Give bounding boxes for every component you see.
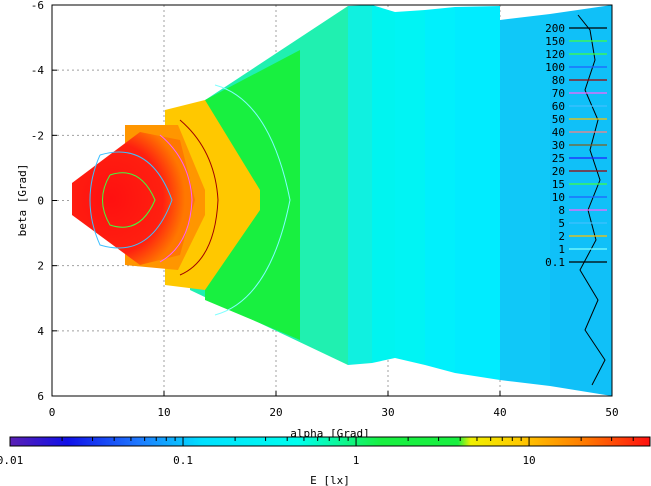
slab-36-40 [455, 6, 500, 380]
x-tick-label-10: 10 [157, 406, 170, 419]
legend-label-70: 70 [552, 87, 565, 100]
legend-label-0.1: 0.1 [545, 256, 565, 269]
legend-label-20: 20 [552, 165, 565, 178]
y-tick-label-4: 4 [37, 325, 44, 338]
y-tick-label-0: 0 [37, 195, 44, 208]
heatmap-field [72, 5, 612, 396]
legend-label-1: 1 [558, 243, 565, 256]
legend-label-8: 8 [558, 204, 565, 217]
legend-label-80: 80 [552, 74, 565, 87]
edge-trace [577, 14, 606, 386]
colorbar-ticks: 0.01 0.1 1 10 [0, 437, 651, 467]
x-tick-label-0: 0 [49, 406, 56, 419]
slab-40-44 [500, 14, 550, 386]
colorbar-tick-label-0.01: 0.01 [0, 454, 23, 467]
slab-30-34 [395, 10, 425, 365]
slab-26-28 [348, 5, 372, 365]
slab-28-30 [372, 5, 395, 363]
legend-label-5: 5 [558, 217, 565, 230]
x-tick-label-40: 40 [493, 406, 506, 419]
x-tick-label-20: 20 [269, 406, 282, 419]
legend-label-50: 50 [552, 113, 565, 126]
legend-label-2: 2 [558, 230, 565, 243]
y-axis-label: beta [Grad] [16, 164, 29, 237]
y-tick-label-6: 6 [37, 390, 44, 403]
y-tick-label--2: -2 [31, 129, 44, 142]
colorbar-label: E [lx] [310, 474, 350, 486]
legend-label-40: 40 [552, 126, 565, 139]
colorbar-tick-label-10: 10 [522, 454, 535, 467]
legend-label-10: 10 [552, 191, 565, 204]
contour-1 [214, 84, 291, 316]
contour-4 [89, 151, 173, 249]
y-tick-label--4: -4 [31, 64, 45, 77]
legend-label-150: 150 [545, 35, 565, 48]
legend-label-100: 100 [545, 61, 565, 74]
colorbar [9, 436, 651, 447]
x-tick-label-30: 30 [381, 406, 394, 419]
zone-peak [72, 132, 195, 265]
y-ticks: -6 -4 -2 0 2 4 6 [31, 0, 57, 403]
legend-label-15: 15 [552, 178, 565, 191]
legend-label-25: 25 [552, 152, 565, 165]
y-tick-label--6: -6 [31, 0, 44, 12]
contour-2 [179, 119, 219, 276]
x-tick-label-50: 50 [605, 406, 618, 419]
contour-3 [159, 134, 193, 263]
legend-label-30: 30 [552, 139, 565, 152]
legend-label-200: 200 [545, 22, 565, 35]
colorbar-tick-label-0.1: 0.1 [173, 454, 193, 467]
slab-34-36 [425, 7, 455, 373]
colorbar-tick-label-1: 1 [353, 454, 360, 467]
legend-label-120: 120 [545, 48, 565, 61]
contour-5 [102, 172, 156, 228]
x-ticks: 0 10 20 30 40 50 [49, 391, 619, 419]
y-tick-label-2: 2 [37, 260, 44, 273]
legend-label-60: 60 [552, 100, 565, 113]
